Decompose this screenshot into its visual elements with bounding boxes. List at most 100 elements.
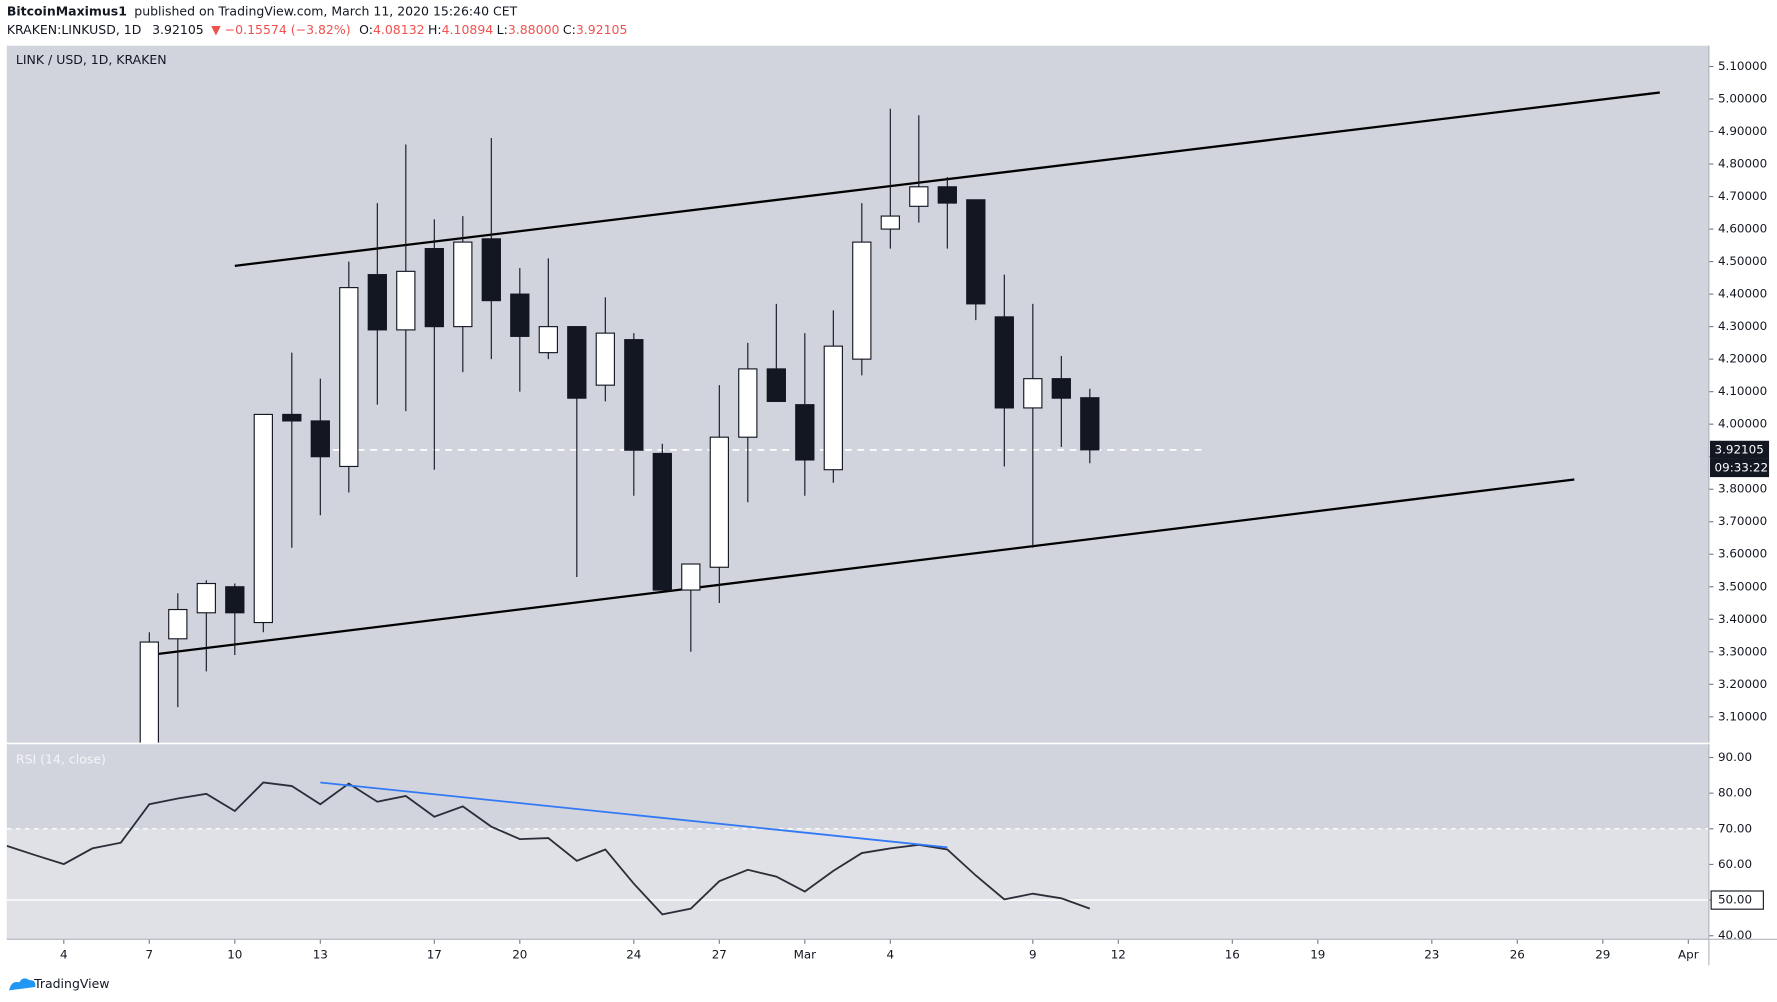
rsi-line	[6, 781, 1091, 916]
candle-body	[196, 582, 216, 614]
price-tag	[1710, 440, 1770, 459]
header-line-1: BitcoinMaximus1 published on TradingView…	[7, 3, 518, 18]
ohlc-label: O:	[359, 21, 373, 36]
x-tick-label: 4	[60, 948, 68, 962]
y-tick-label: 4.80000	[1718, 157, 1767, 171]
pane-title: LINK / USD, 1D, KRAKEN	[16, 52, 167, 67]
candle-body	[282, 413, 302, 422]
footer-brand: TradingView	[33, 976, 109, 991]
y-tick-label: 4.70000	[1718, 189, 1767, 203]
candle-body	[367, 274, 387, 331]
ohlc-label: H:	[428, 21, 442, 36]
x-tick-label: 13	[313, 948, 328, 962]
ohlc-value: 3.88000	[508, 21, 560, 36]
countdown-label: 09:33:22	[1715, 461, 1768, 475]
x-tick-label: 19	[1310, 948, 1325, 962]
candle-body	[453, 241, 473, 328]
y-tick-label: 3.60000	[1718, 547, 1767, 561]
x-tick-label: 17	[427, 948, 442, 962]
y-tick-label: 40.00	[1718, 928, 1752, 942]
x-tick-label: 20	[512, 948, 527, 962]
candle-body	[738, 368, 758, 438]
y-tick-label: 5.00000	[1718, 92, 1767, 106]
candle-body	[510, 293, 530, 337]
candle-body	[481, 238, 501, 302]
candle-body	[795, 404, 815, 461]
rsi-band	[6, 828, 1709, 940]
candle-body	[538, 326, 558, 354]
y-tick-label: 4.90000	[1718, 124, 1767, 138]
candle-body	[424, 248, 444, 328]
x-tick-label: Mar	[794, 948, 817, 962]
candle-body	[652, 452, 672, 591]
symbol: KRAKEN:LINKUSD, 1D	[7, 21, 142, 36]
x-tick-label: 27	[712, 948, 727, 962]
y-tick-label: 70.00	[1718, 821, 1752, 835]
rsi-pane: RSI (14, close)	[6, 743, 1709, 940]
y-tick-label: 3.20000	[1718, 677, 1767, 691]
pane-background	[6, 45, 1709, 743]
ohlc-label: L:	[497, 21, 508, 36]
rsi-trend-line	[320, 781, 948, 849]
y-tick-label: 80.00	[1718, 786, 1752, 800]
candle-body	[823, 345, 843, 471]
footer: TradingView	[9, 976, 110, 991]
level-tag	[1710, 890, 1764, 910]
trend-line	[149, 478, 1575, 657]
candle-body	[339, 287, 359, 468]
candle-body	[396, 270, 416, 331]
x-tick-label: 29	[1595, 948, 1610, 962]
candle-body	[1051, 378, 1071, 399]
candle-body	[909, 186, 929, 207]
candle-body	[937, 186, 957, 204]
x-tick-label: 16	[1225, 948, 1240, 962]
axes: 3.10000 3.20000 3.30000 3.40000 3.50000 3.600…	[6, 45, 1777, 966]
price-pane: LINK / USD, 1D, KRAKEN	[6, 45, 1709, 743]
y-tick-label: 3.30000	[1718, 644, 1767, 658]
y-tick-label: 4.10000	[1718, 384, 1767, 398]
y-tick-label: 90.00	[1718, 750, 1752, 764]
x-tick-label: 23	[1424, 948, 1439, 962]
y-tick-label: 3.50000	[1718, 579, 1767, 593]
change: ▼ −0.15574 (−3.82%)	[211, 21, 351, 36]
published: published on TradingView.com, March 11, …	[134, 3, 517, 18]
y-tick-label: 3.80000	[1718, 482, 1767, 496]
candle-body	[709, 436, 729, 568]
candle-body	[253, 413, 273, 624]
pane-content: LINK / USD, 1D, KRAKEN	[16, 52, 1660, 743]
x-tick-label: 10	[227, 948, 242, 962]
candle-body	[994, 316, 1014, 409]
candle-body	[852, 241, 872, 360]
candle-body	[624, 339, 644, 451]
y-tick-label: 3.40000	[1718, 612, 1767, 626]
y-tick-label: 60.00	[1718, 857, 1752, 871]
header-line-2: KRAKEN:LINKUSD, 1D 3.92105 ▼ −0.15574 (−…	[7, 21, 628, 36]
y-tick-label: 3.70000	[1718, 514, 1767, 528]
author: BitcoinMaximus1	[7, 3, 127, 18]
candle-body	[139, 641, 159, 743]
pane-title: RSI (14, close)	[16, 751, 106, 766]
x-tick-label: 7	[146, 948, 154, 962]
y-tick-label: 4.00000	[1718, 417, 1767, 431]
x-tick-label: 24	[626, 948, 641, 962]
header: BitcoinMaximus1 published on TradingView…	[7, 3, 628, 36]
candle-body	[1080, 397, 1100, 451]
y-tick-label: 50.00	[1718, 893, 1752, 907]
candle-body	[595, 332, 615, 386]
y-tick-label: 5.10000	[1718, 59, 1767, 73]
x-tick-label: 26	[1510, 948, 1525, 962]
y-tick-label: 4.30000	[1718, 319, 1767, 333]
x-tick-label: 9	[1029, 948, 1037, 962]
candle-body	[966, 199, 986, 305]
x-tick-label: 4	[887, 948, 895, 962]
pane-content: RSI (14, close)	[6, 751, 1709, 940]
x-tick-label: Apr	[1678, 948, 1699, 962]
candle-body	[1023, 378, 1043, 409]
ohlc-value: 3.92105	[576, 21, 628, 36]
y-tick-label: 4.50000	[1718, 254, 1767, 268]
candle-body	[681, 563, 701, 591]
y-tick-label: 3.10000	[1718, 709, 1767, 723]
candle-body	[168, 608, 188, 640]
